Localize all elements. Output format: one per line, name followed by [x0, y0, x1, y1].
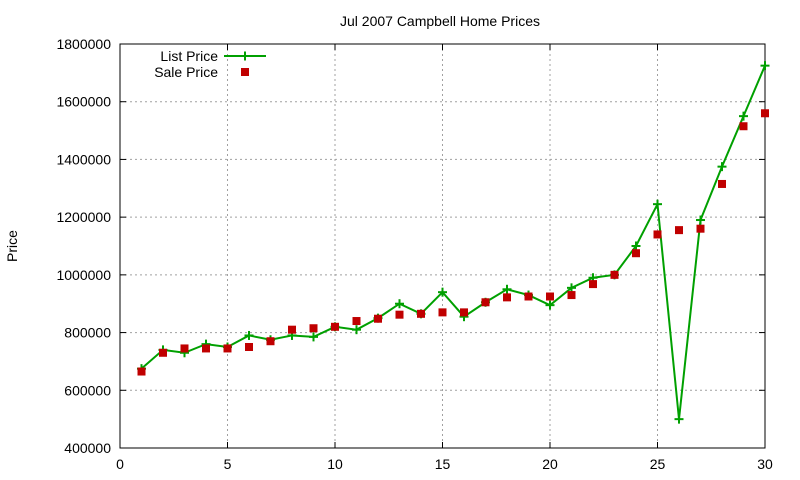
y-tick-label: 600000 [64, 382, 111, 398]
x-tick-label: 30 [757, 456, 773, 472]
sale-price-point [374, 314, 382, 323]
y-tick-label: 1200000 [56, 209, 111, 225]
list-price-point [502, 284, 512, 294]
sale-price-point [331, 322, 339, 331]
sale-price-point [137, 367, 146, 376]
list-price-point [244, 330, 254, 340]
legend-marker-list-price [240, 51, 250, 61]
list-price-point [717, 162, 727, 172]
x-tick-label: 5 [224, 456, 232, 472]
y-axis-label: Price [4, 230, 20, 262]
sale-price-point [524, 292, 533, 301]
sale-price-point [159, 348, 167, 357]
sale-price-point [438, 308, 447, 317]
list-price-point [696, 215, 705, 225]
x-tick-label: 10 [327, 456, 343, 472]
sale-price-point [610, 270, 619, 279]
axes: 0 5 10 15 20 25 30 400000 600000 800000 1000000 120… [56, 36, 773, 472]
sale-price-point [589, 280, 597, 289]
x-tick-label: 15 [435, 456, 451, 472]
x-tick-label: 25 [650, 456, 666, 472]
sale-price-point [675, 226, 683, 235]
list-price-point [653, 199, 662, 209]
legend-marker-sale-price [241, 68, 249, 76]
sale-price-point [460, 308, 468, 317]
sale-price-point [202, 344, 210, 353]
sale-price-point [223, 344, 232, 353]
list-price-point [309, 332, 318, 342]
list-price-point [395, 299, 404, 309]
sale-price-point [546, 292, 554, 301]
grid [120, 44, 765, 448]
sale-price-point [567, 291, 576, 300]
sale-price-point [653, 230, 662, 239]
sale-price-point [352, 317, 361, 326]
series [137, 61, 770, 424]
x-tick-label: 20 [542, 456, 558, 472]
legend-label-list-price: List Price [160, 48, 218, 64]
sale-price-point [696, 224, 705, 233]
list-price-point [760, 61, 770, 71]
sale-price-point [417, 309, 425, 318]
y-tick-label: 1400000 [56, 151, 111, 167]
list-price-line [140, 65, 766, 420]
sale-price-point [718, 179, 726, 188]
sale-price-point [180, 344, 189, 353]
list-price-point [567, 283, 576, 293]
list-price-point [631, 241, 641, 251]
sale-price-point [245, 343, 253, 351]
legend-label-sale-price: Sale Price [154, 64, 218, 80]
sale-price-point [632, 249, 640, 258]
sale-price-point [481, 298, 490, 307]
list-price-point [545, 300, 555, 310]
y-tick-label: 400000 [64, 440, 111, 456]
list-price-point [352, 325, 361, 335]
chart-title: Jul 2007 Campbell Home Prices [340, 13, 540, 29]
sale-price-point [395, 310, 404, 319]
sale-price-point [309, 324, 318, 333]
list-price-point [674, 414, 684, 424]
sale-price-point [503, 293, 511, 302]
list-price-point [739, 111, 748, 121]
list-price-point [438, 287, 447, 297]
x-tick-label: 0 [116, 456, 124, 472]
y-tick-label: 1800000 [56, 36, 111, 52]
sale-price-point [266, 337, 275, 346]
y-tick-label: 800000 [64, 325, 111, 341]
sale-price-point [761, 109, 769, 118]
sale-price-point [288, 325, 296, 334]
y-tick-label: 1000000 [56, 267, 111, 283]
sale-price-point [739, 122, 748, 131]
y-tick-label: 1600000 [56, 94, 111, 110]
